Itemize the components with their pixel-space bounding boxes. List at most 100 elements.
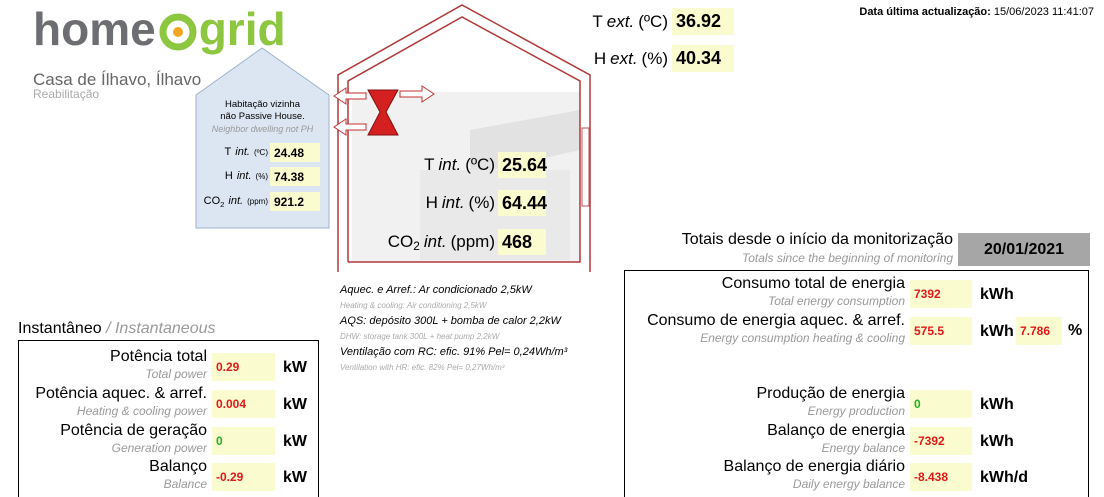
row-unit: kW: [283, 433, 307, 451]
site-kind: Reabilitação: [33, 87, 99, 101]
totals-title: Totais desde o início da monitorização: [682, 231, 953, 249]
row-value: 7392: [910, 280, 972, 308]
row-label: Consumo total de energia: [722, 275, 905, 293]
label-em: int.: [237, 170, 252, 182]
row-unit: kWh: [980, 433, 1014, 451]
label-unit: (%): [469, 193, 495, 212]
row-label-en: Energy balance: [822, 441, 905, 455]
label-em: ext.: [610, 49, 637, 68]
label-text: CO: [204, 195, 221, 207]
row-unit: kWh/d: [980, 469, 1028, 487]
reading-value: 921.2: [270, 192, 320, 211]
reading-value: 40.34: [672, 45, 734, 72]
update-label: Data última actualização:: [859, 6, 990, 18]
reading-label: CO2 int. (ppm): [204, 192, 268, 211]
row-label-en: Total energy consumption: [768, 294, 905, 308]
logo-right: grid: [199, 2, 286, 56]
reading-label: Tint.(ºC): [225, 143, 268, 162]
row-label-en: Total power: [145, 367, 207, 381]
label-unit: (ºC): [465, 155, 495, 174]
reading-value: 36.92: [672, 8, 734, 35]
row-label-en: Energy production: [808, 404, 905, 418]
neighbor-subtitle: Neighbor dwelling not PH: [196, 123, 329, 135]
row-label: Balanço: [149, 458, 207, 476]
system-en: DHW: storage tank 300L + heat pump 2,2kW: [340, 332, 567, 341]
label-unit: (ºC): [638, 12, 668, 31]
neighbor-title-line: não Passive House.: [196, 111, 329, 123]
label-em: int.: [228, 195, 243, 207]
row-label-en: Balance: [164, 477, 207, 491]
system-en: Ventilation with HR: efic. 82% Pel= 0,27…: [340, 363, 567, 372]
row-share-unit: %: [1068, 322, 1082, 340]
totals-subtitle: Totals since the beginning of monitoring: [742, 251, 953, 265]
row-share: 7.786: [1016, 317, 1062, 345]
row-label-en: Energy consumption heating & cooling: [700, 331, 905, 345]
row-value: -0.29: [212, 463, 275, 491]
row-label-en: Daily energy balance: [793, 477, 905, 491]
row-unit: kWh: [980, 286, 1014, 304]
reading-label: Hint.(%): [225, 167, 268, 186]
row-label: Balanço de energia: [767, 422, 905, 440]
row-label: Balanço de energia diário: [724, 458, 905, 476]
reading-label: CO2 int.(ppm): [388, 229, 495, 255]
row-label-en: Generation power: [112, 441, 207, 455]
row-label: Potência aquec. & arref.: [35, 385, 207, 403]
instant-title-pt: Instantâneo: [18, 320, 102, 337]
label-text: T: [592, 12, 602, 31]
dashboard: home grid Casa de Ílhavo, Ílhavo Reabili…: [0, 0, 1104, 497]
row-value: 575.5: [910, 317, 972, 345]
label-text: H: [225, 170, 233, 182]
reading-value: 468: [498, 229, 546, 255]
systems: Aquec. e Arref.: Ar condicionado 2,5kW He…: [340, 284, 567, 372]
row-value: 0: [212, 427, 275, 455]
label-unit: (ppm): [451, 232, 495, 251]
label-text: T: [225, 146, 232, 158]
reading-value: 24.48: [270, 143, 320, 162]
label-em: int.: [439, 155, 462, 174]
row-value: -8.438: [910, 463, 972, 491]
reading-value: 64.44: [498, 190, 546, 216]
label-text: H: [426, 193, 438, 212]
row-label: Potência total: [110, 348, 207, 366]
instant-title-en: / Instantaneous: [106, 320, 215, 337]
label-em: int.: [235, 146, 250, 158]
label-text: CO: [388, 232, 414, 251]
row-label: Produção de energia: [756, 385, 905, 403]
label-unit: (ppm): [247, 197, 268, 206]
system-pt: Aquec. e Arref.: Ar condicionado 2,5kW: [340, 284, 567, 296]
neighbor-title: Habitação vizinha não Passive House. Nei…: [196, 99, 329, 135]
label-em: int.: [424, 232, 447, 251]
row-unit: kWh: [980, 396, 1014, 414]
label-unit: (%): [642, 49, 668, 68]
label-em: ext.: [607, 12, 634, 31]
label-sub: 2: [413, 239, 420, 253]
system-pt: AQS: depósito 300L + bomba de calor 2,2k…: [340, 315, 567, 327]
logo-left: home: [33, 2, 156, 56]
system-en: Heating & cooling: Air conditioning 2,5k…: [340, 301, 567, 310]
since-date: 20/01/2021: [958, 233, 1090, 266]
row-value: 0.004: [212, 390, 275, 418]
instant-title: Instantâneo / Instantaneous: [18, 320, 216, 338]
neighbor-title-line: Habitação vizinha: [196, 99, 329, 111]
reading-value: 74.38: [270, 167, 320, 186]
row-unit: kW: [283, 469, 307, 487]
label-sub: 2: [220, 200, 224, 209]
row-value: 0: [910, 390, 972, 418]
row-label: Consumo de energia aquec. & arref.: [647, 312, 905, 330]
row-unit: kWh: [980, 323, 1014, 341]
last-update: Data última actualização: 15/06/2023 11:…: [859, 6, 1094, 18]
reading-label: Tint.(ºC): [424, 152, 495, 178]
label-em: int.: [442, 193, 465, 212]
label-text: H: [594, 49, 606, 68]
update-time: 15/06/2023 11:41:07: [994, 6, 1094, 18]
reading-value: 25.64: [498, 152, 546, 178]
row-unit: kW: [283, 359, 307, 377]
label-text: T: [424, 155, 434, 174]
row-label-en: Heating & cooling power: [77, 404, 207, 418]
row-label: Potência de geração: [60, 422, 207, 440]
row-value: 0.29: [212, 353, 275, 381]
window: [582, 128, 589, 206]
